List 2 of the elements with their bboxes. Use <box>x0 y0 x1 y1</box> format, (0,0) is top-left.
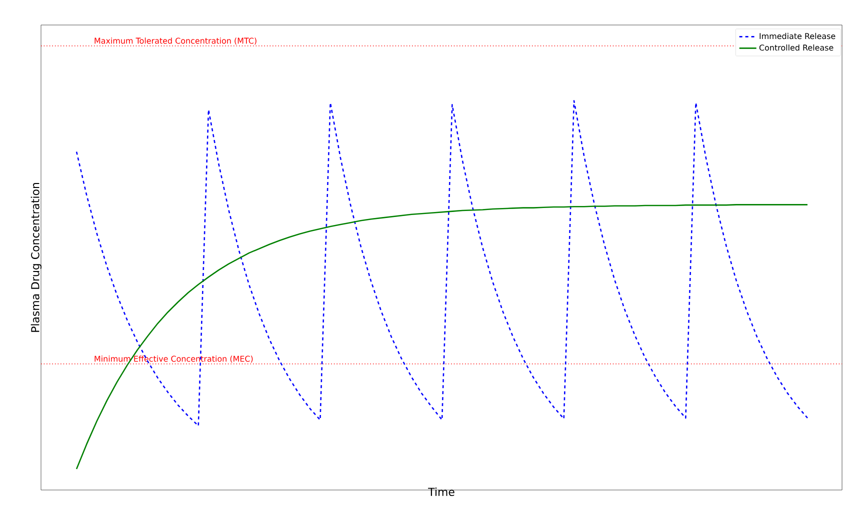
x-axis-title: Time <box>428 488 454 496</box>
y-axis-title: Plasma Drug Concentration <box>30 183 42 332</box>
